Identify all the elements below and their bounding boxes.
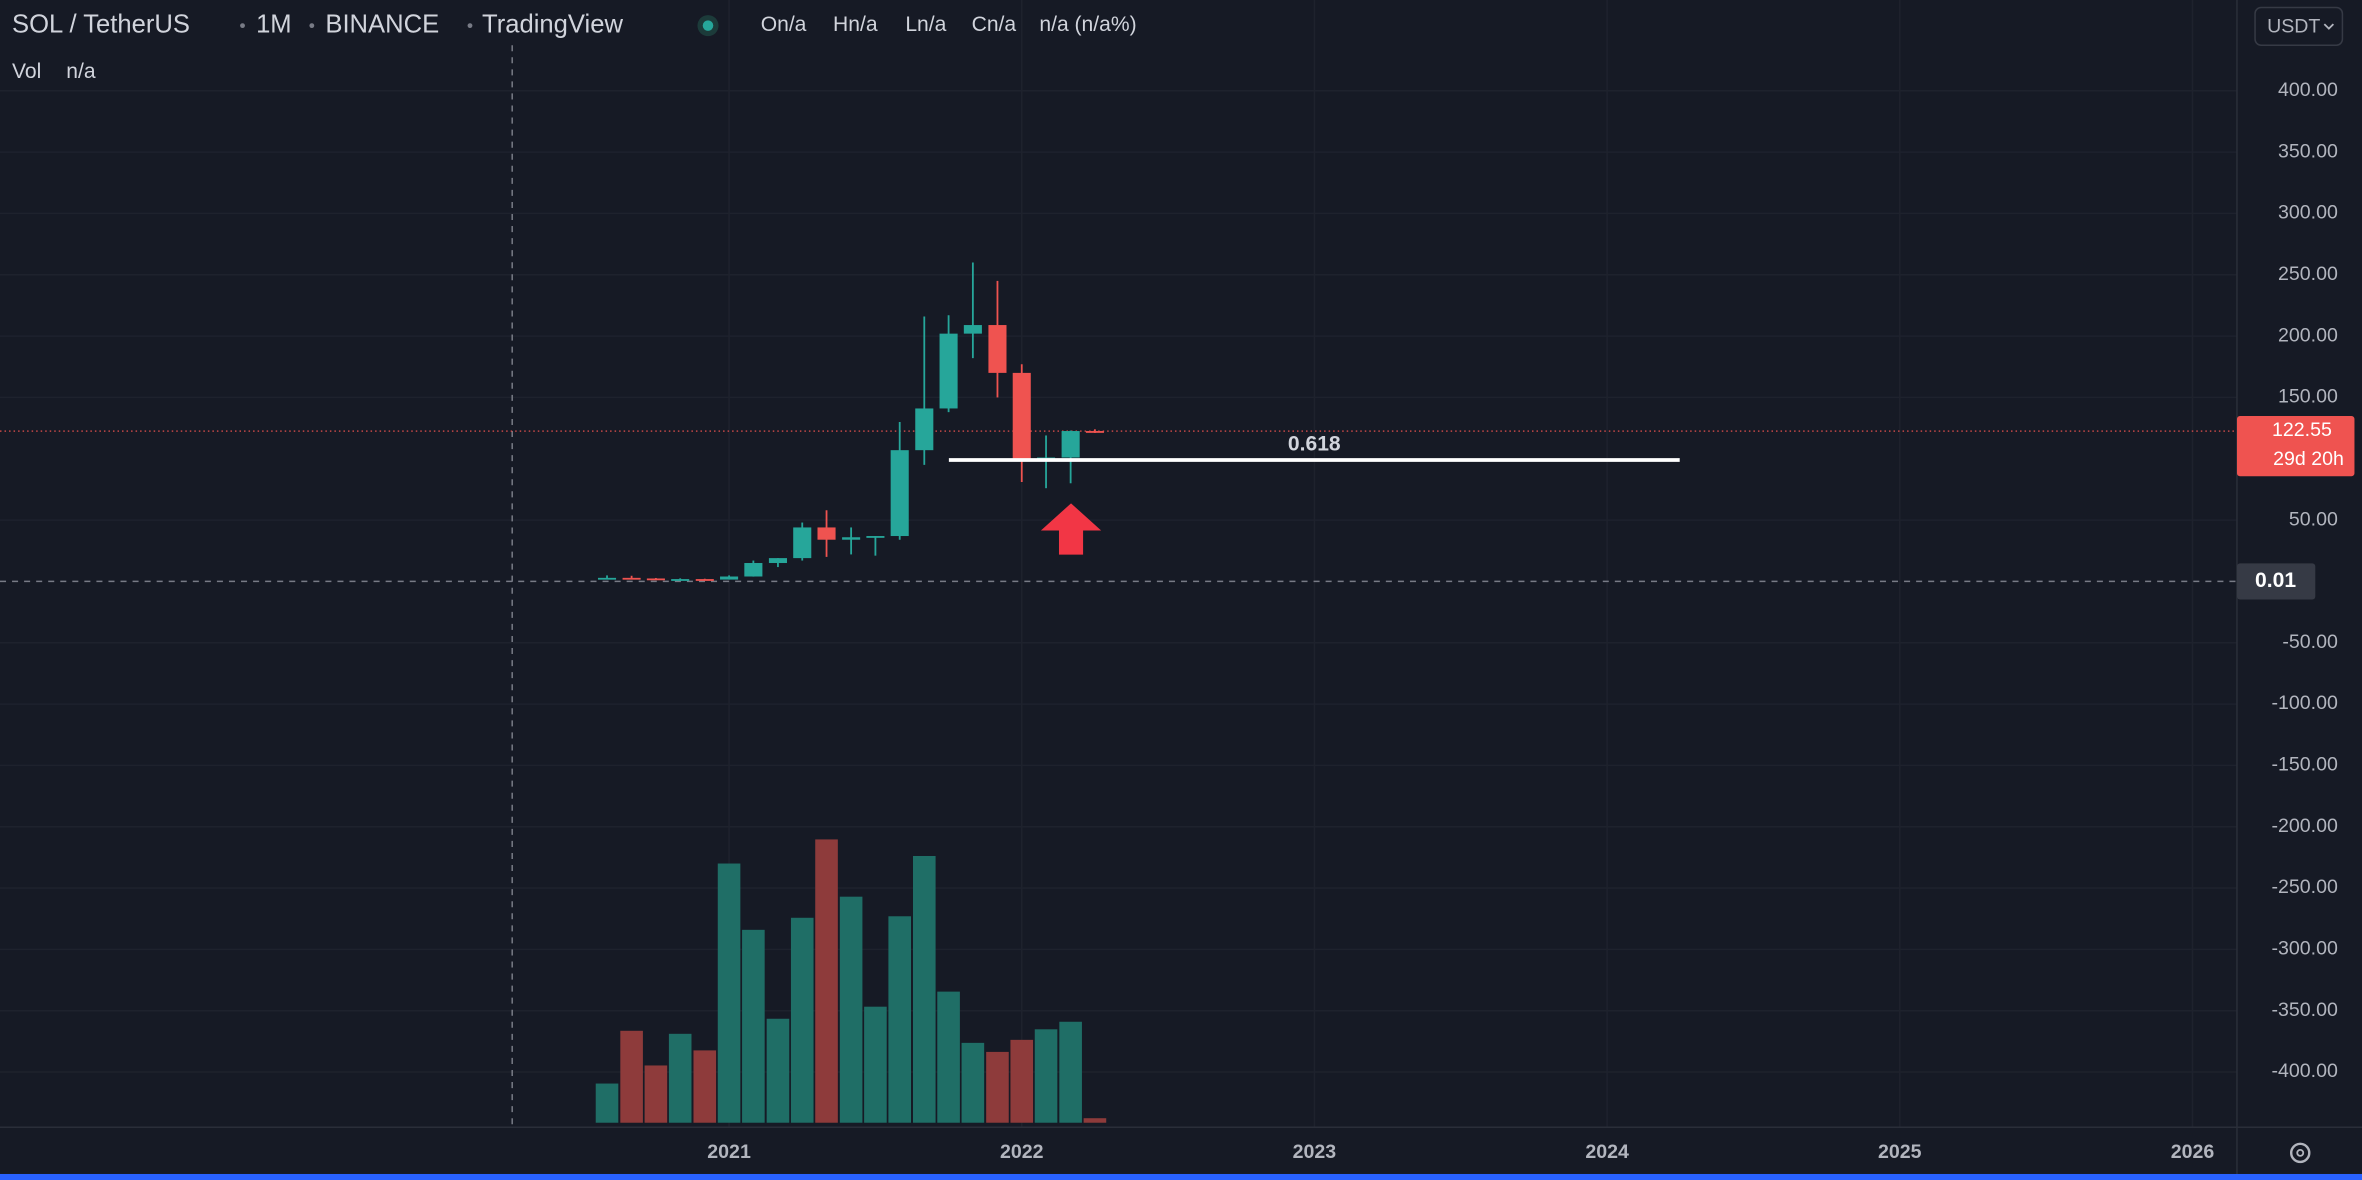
- y-tick-label: 350.00: [2278, 140, 2338, 162]
- volume-label: Vol: [12, 60, 41, 83]
- countdown-label: 29d 20h: [2273, 448, 2344, 470]
- candle-body: [1012, 372, 1031, 462]
- y-tick-label: -300.00: [2272, 938, 2338, 960]
- volume-bar: [717, 863, 741, 1123]
- volume-bar: [1010, 1039, 1034, 1123]
- crosshair-price-tag: [2236, 563, 2316, 600]
- last-price-label: 122.55: [2272, 419, 2332, 441]
- candle-body: [744, 563, 763, 577]
- volume-bar: [1034, 1029, 1058, 1123]
- ohlc-change: n/a (n/a%): [1039, 13, 1136, 36]
- candle-body: [842, 537, 861, 540]
- interval[interactable]: 1M: [256, 10, 292, 38]
- candle-body: [988, 325, 1007, 373]
- candle-body: [866, 536, 885, 538]
- y-tick-label: 150.00: [2278, 386, 2338, 408]
- separator: [240, 23, 245, 29]
- separator: [309, 23, 315, 29]
- volume-bar: [961, 1042, 985, 1123]
- ohlc-open: On/a: [761, 13, 807, 36]
- candle-body: [890, 450, 909, 537]
- volume-bar: [912, 855, 936, 1123]
- exchange: BINANCE: [325, 10, 439, 38]
- volume-bar: [937, 991, 960, 1123]
- y-tick-label: 400.00: [2278, 79, 2338, 101]
- symbol[interactable]: SOL / TetherUS: [12, 10, 190, 38]
- ohlc-close: Cn/a: [972, 13, 1017, 36]
- currency-label[interactable]: USDT: [2267, 15, 2320, 37]
- candle-body: [695, 579, 714, 581]
- y-tick-label: -50.00: [2282, 631, 2338, 653]
- candle-body: [817, 527, 836, 540]
- candle-body: [768, 558, 787, 564]
- x-tick-label: 2025: [1878, 1141, 1922, 1163]
- y-tick-label: -400.00: [2272, 1060, 2338, 1082]
- volume-bar: [668, 1033, 692, 1123]
- fib-level-label: 0.618: [1288, 432, 1341, 455]
- ohlc-high: Hn/a: [833, 13, 878, 36]
- annotation-arrow: [1040, 503, 1102, 555]
- y-tick-label: 50.00: [2289, 508, 2338, 530]
- volume-bar: [1083, 1118, 1107, 1123]
- separator: [467, 23, 473, 29]
- candle-body: [671, 579, 690, 581]
- y-tick-label: -250.00: [2272, 876, 2338, 898]
- window-edge: [0, 1173, 2362, 1180]
- currency-button[interactable]: [2254, 6, 2344, 46]
- y-tick-label: -150.00: [2272, 754, 2338, 776]
- candle-body: [793, 527, 812, 559]
- y-tick-label: -200.00: [2272, 815, 2338, 837]
- status-dot: [702, 20, 714, 31]
- candle-body: [597, 577, 617, 580]
- volume-bar: [986, 1051, 1009, 1123]
- volume-bar: [742, 929, 765, 1123]
- candle-body: [915, 408, 934, 451]
- y-tick-label: -100.00: [2272, 692, 2338, 714]
- candle-body: [1061, 431, 1080, 458]
- candle-body: [646, 578, 665, 581]
- y-tick-label: 300.00: [2278, 202, 2338, 224]
- volume-bar: [766, 1018, 790, 1123]
- volume-bar: [620, 1030, 643, 1123]
- last-price-tag: [2236, 416, 2355, 477]
- grid: [0, 45, 2237, 1128]
- x-tick-label: 2021: [707, 1141, 751, 1163]
- volume-bar: [815, 839, 838, 1123]
- ohlc-low: Ln/a: [905, 13, 946, 36]
- x-tick-label: 2024: [1585, 1141, 1629, 1163]
- currency-chevron: [2323, 23, 2335, 30]
- marks: 0.618: [595, 262, 1680, 1123]
- y-tick-label: -350.00: [2272, 999, 2338, 1021]
- y-tick-label: 200.00: [2278, 324, 2338, 346]
- x-tick-label: 2023: [1293, 1141, 1337, 1163]
- volume-value: n/a: [66, 60, 96, 83]
- volume-bar: [595, 1083, 619, 1123]
- candle-body: [720, 576, 739, 580]
- volume-bar: [693, 1050, 717, 1123]
- y-tick-label: 250.00: [2278, 263, 2338, 285]
- candle-body: [1085, 431, 1104, 433]
- candle-body: [963, 325, 982, 334]
- volume-bar: [864, 1006, 887, 1123]
- candle-body: [939, 333, 958, 409]
- x-tick-label: 2022: [1000, 1141, 1044, 1163]
- candle-body: [622, 577, 641, 580]
- x-tick-label: 2026: [2171, 1141, 2215, 1163]
- volume-bar: [839, 896, 863, 1123]
- settings-gear[interactable]: [2289, 1142, 2311, 1164]
- source: TradingView: [482, 10, 623, 38]
- axes: 400.00 350.00 300.00 250.00 200.00 150.00 50.0…: [707, 79, 2355, 1163]
- crosshair-price-label: 0.01: [2255, 569, 2296, 592]
- volume-bar: [644, 1065, 668, 1123]
- volume-bar: [888, 916, 912, 1123]
- volume-bar: [1059, 1021, 1082, 1123]
- volume-bar: [790, 917, 814, 1123]
